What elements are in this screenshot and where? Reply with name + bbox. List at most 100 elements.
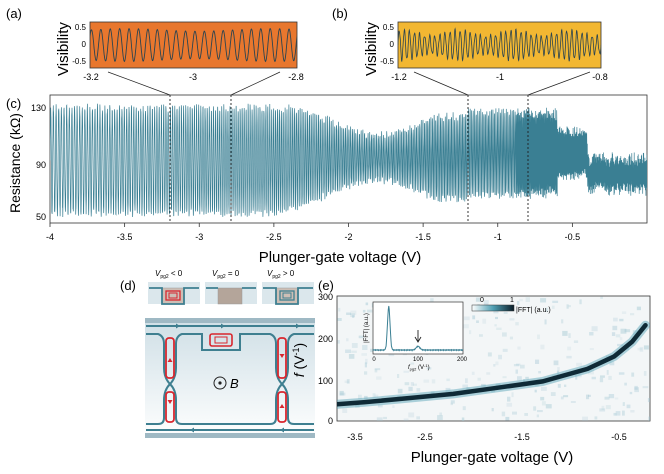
panel-e-inset-xlabel: fpg2 (V-1): [408, 363, 430, 372]
panel-c-xlabel: Plunger-gate voltage (V): [259, 249, 422, 266]
panel-e-noise-cell: [624, 382, 627, 386]
panel-e-noise-cell: [362, 345, 368, 350]
panel-e-noise-cell: [594, 416, 598, 420]
panel-e-noise-cell: [430, 298, 434, 303]
panel-e-noise-cell: [412, 383, 417, 386]
panel-e-noise-cell: [383, 416, 387, 420]
panel-e-noise-cell: [586, 394, 590, 400]
panel-e-inset-ylabel: |FFT| (a.u.): [364, 313, 370, 343]
panel-e-noise-cell: [591, 376, 596, 380]
panel-e-noise-cell: [517, 346, 521, 350]
panel-e-frequency-ridge: [337, 322, 648, 407]
panel-e-noise-cell: [576, 362, 582, 367]
panel-e-noise-cell: [462, 406, 466, 411]
panel-e-noise-cell: [552, 300, 559, 303]
panel-e-xtick-2: -2.5: [417, 432, 433, 442]
panel-e-noise-cell: [439, 412, 442, 416]
panel-e-noise-cell: [502, 376, 507, 379]
state-zero-label: Vpg2 = 0: [212, 269, 240, 280]
panel-e-noise-cell: [632, 330, 638, 336]
panel-e-noise-cell: [537, 410, 543, 413]
panel-a-ytick-3: -0.5: [72, 57, 86, 66]
panel-e-noise-cell: [647, 398, 650, 403]
panel-e-ytick-1: 300: [318, 292, 333, 302]
panel-e-noise-cell: [431, 379, 436, 384]
panel-e-noise-cell: [622, 402, 625, 406]
state-negative-label: Vpg2 < 0: [155, 269, 183, 280]
panel-e-noise-cell: [362, 309, 366, 313]
panel-c-tag: (c): [6, 96, 21, 111]
panel-e-noise-cell: [463, 316, 470, 321]
panel-e-noise-cell: [370, 348, 374, 352]
panel-e-noise-cell: [615, 334, 621, 338]
panel-c-xtick-4: -2.5: [266, 232, 282, 242]
panel-e-noise-cell: [575, 374, 578, 380]
panel-e-noise-cell: [337, 318, 342, 321]
panel-e-noise-cell: [540, 344, 545, 350]
panel-c-ylabel: Resistance (kΩ): [7, 113, 23, 213]
panel-e-noise-cell: [613, 412, 617, 416]
panel-b-visibility-trace: [398, 27, 601, 63]
panel-e-noise-cell: [557, 383, 561, 388]
panel-e-noise-cell: [498, 354, 502, 360]
panel-e-noise-cell: [410, 382, 414, 386]
panel-e-noise-cell: [541, 401, 546, 406]
panel-e-noise-cell: [461, 417, 465, 421]
panel-b: (b) Visibility 0.5 0 -0.5 -1.2 -1 -0.8: [332, 6, 608, 96]
panel-c-resistance-trace: [50, 103, 647, 218]
panel-e-noise-cell: [523, 379, 526, 384]
panel-a-ylabel: Visibility: [55, 22, 72, 76]
panel-e-noise-cell: [463, 324, 469, 329]
panel-e-noise-cell: [545, 404, 552, 409]
panel-e-noise-cell: [624, 329, 631, 333]
panel-a-visibility-trace: [90, 27, 297, 63]
panel-e-noise-cell: [643, 345, 649, 350]
panel-e-noise-cell: [472, 315, 476, 320]
panel-e-noise-cell: [365, 302, 369, 306]
panel-e-noise-cell: [637, 347, 643, 351]
panel-e-noise-cell: [567, 346, 572, 351]
panel-a-xtick-3: -2.8: [288, 72, 304, 82]
panel-e-noise-cell: [476, 320, 479, 323]
panel-e-noise-cell: [372, 393, 376, 399]
panel-e-noise-cell: [618, 372, 625, 375]
panel-e-noise-cell: [564, 384, 567, 387]
panel-e-noise-cell: [579, 299, 582, 305]
panel-e-ytick-3: 100: [318, 376, 333, 386]
panel-c-ytick-3: 50: [36, 212, 46, 222]
panel-e-noise-cell: [648, 416, 650, 421]
panel-e-noise-cell: [376, 376, 382, 380]
panel-a: (a) Visibility 0.5 0 -0.5 -3.2 -3 -2.8: [6, 6, 304, 96]
panel-e-noise-cell: [615, 411, 621, 416]
panel-e-noise-cell: [481, 383, 486, 387]
panel-e-noise-cell: [469, 330, 472, 335]
panel-e-noise-cell: [519, 298, 523, 302]
panel-e-noise-cell: [374, 368, 381, 371]
panel-e-noise-cell: [512, 411, 517, 415]
panel-e-noise-cell: [589, 332, 594, 336]
panel-e-noise-cell: [643, 371, 647, 376]
panel-e-noise-cell: [626, 404, 631, 409]
panel-e-noise-cell: [491, 389, 495, 393]
panel-e-noise-cell: [462, 384, 468, 389]
panel-a-xtick-1: -3.2: [83, 72, 99, 82]
panel-e-noise-cell: [491, 408, 494, 412]
panel-e-inset-arrow: [414, 330, 422, 343]
panel-e-noise-cell: [355, 403, 360, 408]
panel-e-noise-cell: [423, 379, 430, 383]
panel-e-noise-cell: [446, 378, 450, 382]
panel-e-noise-cell: [534, 389, 537, 393]
panel-e-noise-cell: [562, 330, 568, 336]
panel-e-noise-cell: [471, 371, 475, 375]
panel-e-noise-cell: [345, 349, 351, 353]
panel-e-noise-cell: [631, 372, 635, 377]
panel-b-zoom-line-left: [413, 71, 469, 96]
panel-e-noise-cell: [619, 318, 624, 322]
panel-e-noise-cell: [445, 387, 451, 393]
panel-e-noise-cell: [608, 375, 612, 380]
panel-b-ylabel: Visibility: [363, 22, 380, 76]
panel-e-noise-cell: [367, 309, 373, 313]
panel-e-noise-cell: [517, 376, 522, 381]
panel-e-noise-cell: [416, 388, 421, 392]
panel-e-noise-cell: [503, 311, 508, 314]
